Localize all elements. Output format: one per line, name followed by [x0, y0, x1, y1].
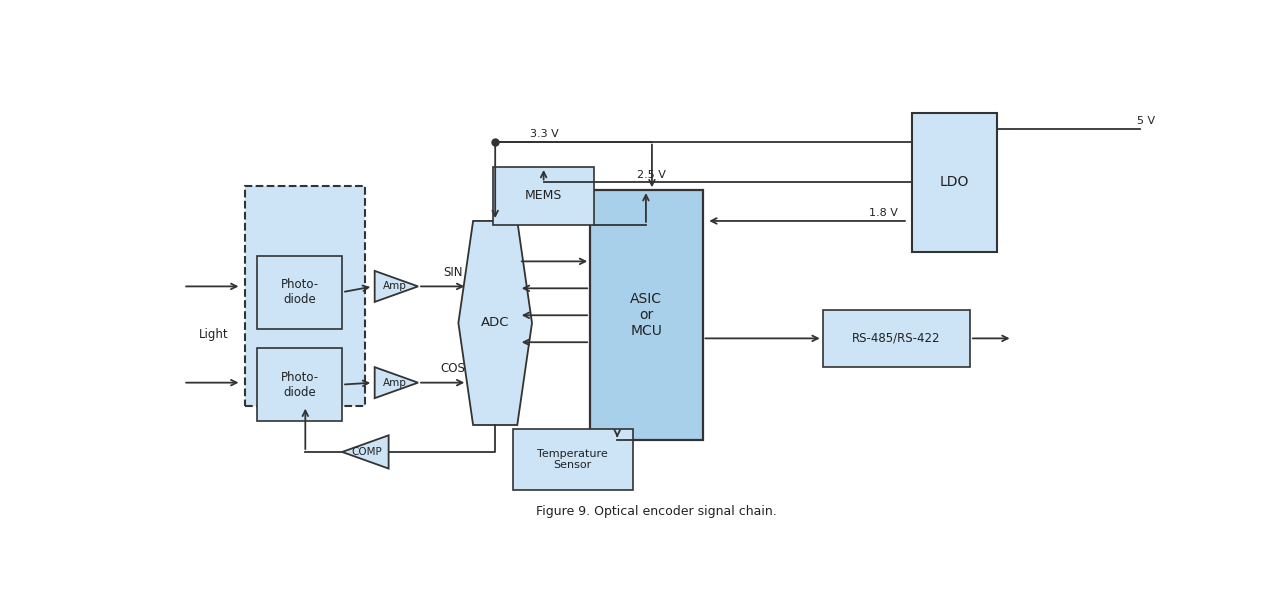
FancyBboxPatch shape — [823, 310, 970, 367]
FancyBboxPatch shape — [911, 113, 997, 252]
Text: SIN: SIN — [443, 266, 462, 279]
Polygon shape — [458, 221, 532, 425]
Text: 2.5 V: 2.5 V — [636, 170, 666, 180]
FancyBboxPatch shape — [257, 255, 342, 329]
FancyBboxPatch shape — [590, 190, 703, 440]
Text: Photo-
diode: Photo- diode — [280, 278, 319, 306]
Text: RS-485/RS-422: RS-485/RS-422 — [852, 332, 941, 345]
Text: Figure 9. Optical encoder signal chain.: Figure 9. Optical encoder signal chain. — [535, 504, 777, 518]
Text: MEMS: MEMS — [525, 189, 562, 202]
FancyBboxPatch shape — [257, 348, 342, 421]
Text: Amp: Amp — [383, 281, 407, 291]
FancyBboxPatch shape — [512, 429, 632, 490]
FancyBboxPatch shape — [246, 186, 365, 406]
Text: ASIC
or
MCU: ASIC or MCU — [630, 292, 662, 339]
Polygon shape — [375, 271, 419, 302]
Text: ADC: ADC — [481, 316, 509, 329]
Text: Temperature
Sensor: Temperature Sensor — [538, 449, 608, 470]
Polygon shape — [342, 435, 389, 468]
Polygon shape — [375, 367, 419, 398]
Text: COMP: COMP — [352, 447, 383, 457]
Text: COS: COS — [440, 362, 466, 375]
Text: Amp: Amp — [383, 378, 407, 388]
Text: 3.3 V: 3.3 V — [530, 129, 559, 139]
Text: Light: Light — [198, 327, 228, 340]
Text: LDO: LDO — [940, 175, 969, 189]
Text: 1.8 V: 1.8 V — [869, 208, 899, 218]
FancyBboxPatch shape — [493, 167, 594, 225]
Text: Photo-
diode: Photo- diode — [280, 371, 319, 399]
Text: 5 V: 5 V — [1137, 116, 1155, 126]
